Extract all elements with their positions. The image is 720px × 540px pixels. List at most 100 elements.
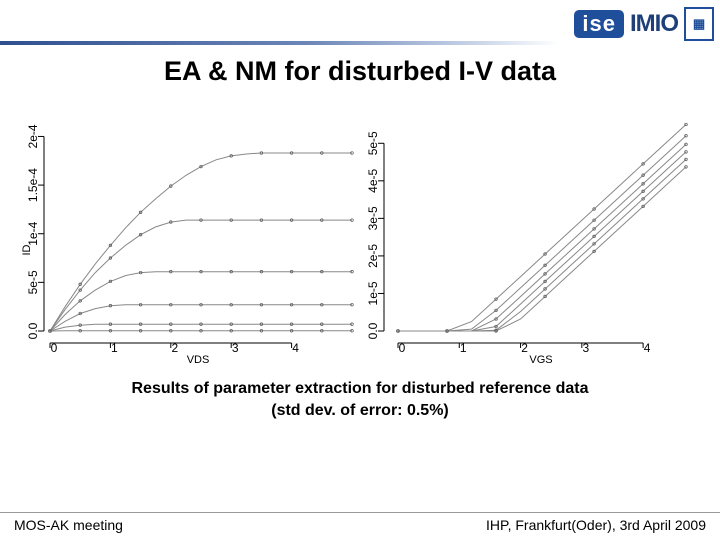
data-point — [289, 329, 294, 333]
data-point — [229, 154, 233, 158]
data-point — [138, 210, 143, 214]
data-point — [229, 303, 233, 307]
data-point — [494, 329, 498, 333]
y-tick-label: 1.5e-4 — [26, 168, 40, 202]
data-point — [592, 227, 596, 231]
data-point — [350, 322, 354, 326]
data-point — [259, 218, 264, 222]
data-point — [396, 329, 400, 333]
plot-id-vs-vgs: 0.0 1e-5 2e-5 3e-5 4e-5 5e-5 0 1 2 3 4 VGS — [366, 122, 688, 366]
data-point — [78, 329, 82, 333]
data-point — [259, 151, 264, 155]
data-point — [350, 218, 354, 222]
data-point — [320, 270, 324, 274]
data-point — [138, 322, 143, 326]
data-point — [259, 322, 264, 326]
data-point — [289, 303, 294, 307]
footer-left: MOS-AK meeting — [14, 517, 123, 533]
ise-logo: ise — [574, 10, 624, 38]
data-point — [494, 308, 498, 313]
data-point — [641, 189, 645, 193]
data-point — [350, 151, 354, 155]
plot-id-vs-vds: 0.0 5e-5 1e-4 1.5e-4 2e-4 0 1 2 3 4 VDS ID — [21, 124, 354, 366]
data-point — [138, 233, 143, 237]
footer-rule — [0, 512, 720, 513]
data-point — [229, 270, 233, 274]
data-point — [592, 242, 596, 246]
header-rule — [0, 41, 560, 45]
x-tick-label: 4 — [644, 341, 651, 355]
x-tick-label: 3 — [232, 341, 239, 355]
data-point — [199, 270, 203, 274]
y-tick-label: 2e-4 — [26, 124, 40, 148]
x-axis-title: VGS — [529, 354, 552, 366]
data-point — [259, 329, 264, 333]
data-point — [169, 184, 173, 188]
data-point — [543, 287, 547, 291]
data-point — [78, 299, 82, 303]
imio-logo-text: IMIO — [630, 10, 679, 37]
series-line-3 — [49, 271, 352, 332]
data-point — [641, 162, 645, 166]
data-point — [108, 322, 113, 326]
data-point — [494, 317, 498, 321]
series-line-5 — [49, 323, 352, 332]
data-point — [592, 218, 596, 222]
x-tick-label: 0 — [399, 341, 406, 355]
y-tick-label: 0.0 — [26, 322, 40, 339]
data-point — [494, 324, 498, 329]
data-point — [320, 322, 324, 326]
data-point — [108, 304, 113, 308]
data-point — [684, 150, 688, 154]
data-point — [199, 303, 203, 307]
y-tick-label: 4e-5 — [366, 168, 380, 192]
data-point — [350, 329, 354, 333]
data-point — [169, 270, 173, 274]
data-point — [445, 329, 449, 333]
data-point — [78, 323, 82, 327]
data-point — [289, 270, 294, 274]
data-point — [169, 220, 173, 224]
x-tick-label: 1 — [460, 341, 467, 355]
data-point — [138, 329, 143, 333]
data-point — [78, 282, 82, 286]
data-point — [350, 270, 354, 274]
data-point — [289, 322, 294, 326]
data-point — [199, 322, 203, 326]
data-point — [641, 173, 645, 177]
data-point — [684, 142, 688, 147]
data-point — [229, 322, 233, 326]
data-point — [350, 303, 354, 307]
data-point — [543, 279, 547, 284]
data-point — [138, 303, 143, 307]
y-tick-label: 0.0 — [366, 322, 380, 339]
data-point — [684, 122, 688, 127]
data-point — [641, 197, 645, 201]
data-point — [108, 329, 113, 333]
data-point — [108, 256, 113, 260]
data-point — [229, 329, 233, 333]
footer-right: IHP, Frankfurt(Oder), 3rd April 2009 — [486, 517, 706, 533]
data-point — [592, 207, 596, 211]
data-point — [289, 218, 294, 222]
y-tick-label: 5e-5 — [26, 270, 40, 294]
data-point — [684, 157, 688, 162]
data-point — [199, 218, 203, 222]
data-point — [684, 165, 688, 169]
data-point — [108, 243, 113, 248]
series-line-3 — [398, 144, 687, 332]
data-point — [641, 182, 645, 186]
series-line-4 — [49, 304, 352, 332]
series-line-2 — [49, 219, 352, 332]
series-line-6 — [398, 166, 687, 332]
data-point — [259, 270, 264, 274]
x-axis-title: VDS — [187, 354, 210, 366]
data-point — [199, 329, 203, 333]
logo-area: ise IMIO ▦ — [574, 5, 714, 43]
x-tick-label: 2 — [521, 341, 528, 355]
x-tick-label: 1 — [111, 341, 118, 355]
data-point — [543, 272, 547, 276]
data-point — [543, 263, 547, 267]
y-tick-label: 5e-5 — [366, 131, 380, 155]
